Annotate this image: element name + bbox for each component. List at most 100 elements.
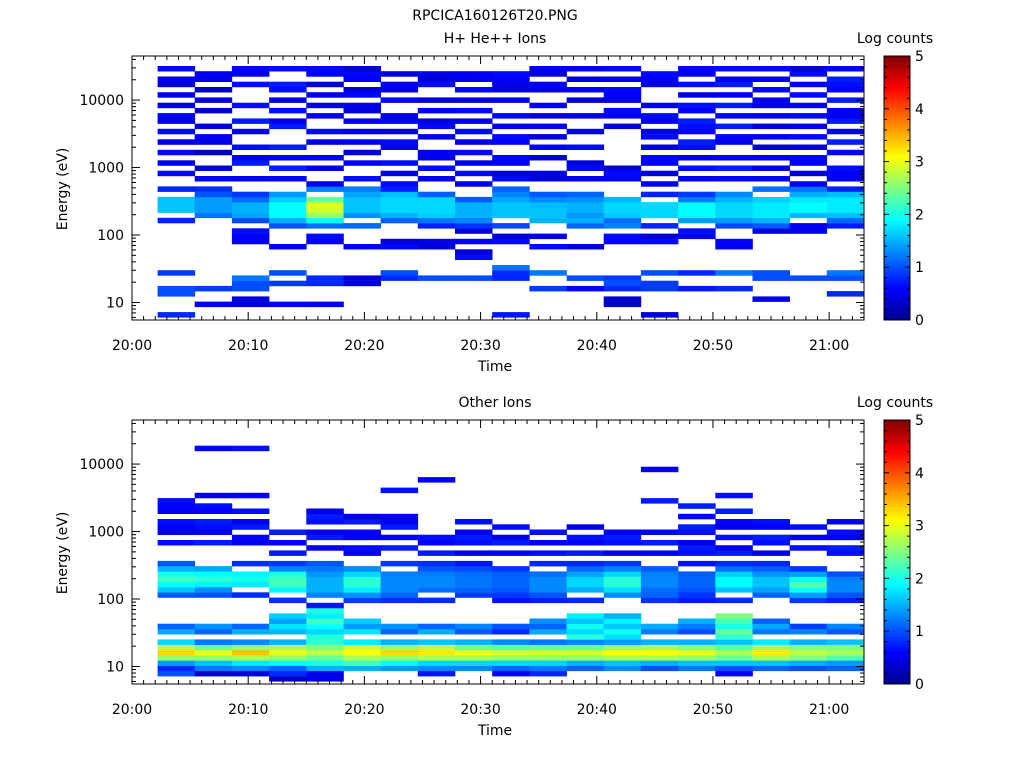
heatmap-cell: [715, 634, 753, 640]
colorbar-swatch: [884, 100, 910, 103]
heatmap-cell: [566, 207, 605, 213]
heatmap-cell: [640, 170, 679, 177]
heatmap-cell: [566, 202, 605, 208]
colorbar-swatch: [884, 556, 910, 559]
heatmap-cell: [343, 597, 381, 604]
heatmap-cell: [194, 670, 233, 677]
heatmap-cell: [380, 560, 419, 567]
heatmap-cell: [306, 571, 344, 577]
heatmap-cell: [678, 513, 716, 520]
heatmap-cell: [455, 665, 493, 672]
heatmap-cell: [269, 560, 307, 567]
heatmap-cell: [715, 545, 753, 551]
colorbar-swatch: [884, 616, 910, 619]
heatmap-cell: [380, 196, 419, 203]
colorbar-swatch: [884, 282, 910, 285]
heatmap-cell: [269, 144, 307, 150]
heatmap-cell: [603, 534, 642, 541]
heatmap-cell: [715, 191, 753, 198]
colorbar-swatch: [884, 310, 910, 313]
heatmap-cell: [157, 76, 196, 82]
colorbar-swatch: [884, 438, 910, 441]
heatmap-cell: [492, 155, 530, 161]
colorbar-swatch: [884, 506, 910, 509]
colorbar-swatch: [884, 250, 910, 253]
heatmap-cell: [715, 223, 753, 229]
heatmap-cell: [194, 540, 233, 546]
heatmap-cell: [343, 649, 381, 656]
colorbar-swatch: [884, 524, 910, 527]
heatmap-cell: [789, 545, 828, 551]
heatmap-cell: [157, 270, 196, 276]
colorbar-swatch: [884, 194, 910, 197]
heatmap-cell: [789, 202, 828, 208]
heatmap-cell: [231, 81, 270, 88]
heatmap-cell: [343, 196, 381, 203]
heatmap-cell: [380, 170, 419, 177]
heatmap-cell: [380, 238, 419, 245]
heatmap-cell: [269, 670, 307, 677]
colorbar-swatch: [884, 484, 910, 487]
heatmap-cell: [194, 212, 233, 219]
heatmap-cell: [603, 665, 642, 672]
colorbar-swatch: [884, 510, 910, 513]
heatmap-cell: [231, 644, 270, 651]
colorbar-swatch: [884, 614, 910, 617]
heatmap-cell: [455, 629, 493, 635]
heatmap-cell: [826, 623, 865, 630]
heatmap-cell: [231, 576, 270, 583]
colorbar-swatch: [884, 682, 910, 685]
x-tick-label: 20:20: [344, 338, 384, 354]
colorbar-swatch: [884, 314, 910, 317]
heatmap-cell: [603, 107, 642, 114]
heatmap-cell: [194, 660, 233, 666]
heatmap-cell: [380, 592, 419, 598]
heatmap-cell: [826, 581, 865, 588]
colorbar-swatch: [884, 608, 910, 611]
heatmap-cell: [678, 71, 716, 77]
heatmap-cell: [492, 655, 530, 661]
heatmap-cell: [417, 660, 456, 666]
heatmap-cell: [752, 566, 790, 572]
colorbar-tick-label: 0: [915, 313, 924, 329]
heatmap-cell: [789, 102, 828, 109]
heatmap-cell: [269, 87, 307, 93]
colorbar-swatch: [884, 520, 910, 523]
heatmap-cell: [194, 285, 233, 292]
heatmap-cell: [752, 66, 790, 72]
colorbar-swatch: [884, 116, 910, 119]
colorbar-swatch: [884, 148, 910, 151]
heatmap-cell: [715, 270, 753, 276]
colorbar-swatch: [884, 582, 910, 585]
heatmap-cell: [566, 644, 605, 651]
heatmap-cell: [194, 139, 233, 145]
heatmap-cell: [789, 629, 828, 635]
heatmap-cell: [231, 639, 270, 645]
heatmap-cell: [678, 123, 716, 130]
heatmap-cell: [640, 623, 679, 630]
colorbar-swatch: [884, 448, 910, 451]
heatmap-cell: [640, 155, 679, 161]
heatmap-cell: [603, 540, 642, 546]
heatmap-cell: [789, 592, 828, 598]
heatmap-cell: [529, 581, 567, 588]
heatmap-cell: [752, 540, 790, 546]
heatmap-cell: [826, 545, 865, 551]
heatmap-cell: [417, 670, 456, 677]
heatmap-cell: [306, 545, 344, 551]
heatmap-cell: [715, 519, 753, 525]
heatmap-cell: [752, 196, 790, 203]
heatmap-cell: [529, 81, 567, 88]
colorbar-swatch: [884, 212, 910, 215]
colorbar-swatch: [884, 454, 910, 457]
heatmap-cell: [678, 655, 716, 661]
colorbar-swatch: [884, 464, 910, 467]
colorbar-swatch: [884, 306, 910, 309]
x-tick-label: 20:10: [228, 702, 268, 718]
colorbar-swatch: [884, 632, 910, 635]
heatmap-cell: [492, 270, 530, 276]
heatmap-cell: [455, 118, 493, 124]
heatmap-cell: [529, 217, 567, 224]
colorbar-swatch: [884, 164, 910, 167]
heatmap-cell: [789, 212, 828, 219]
